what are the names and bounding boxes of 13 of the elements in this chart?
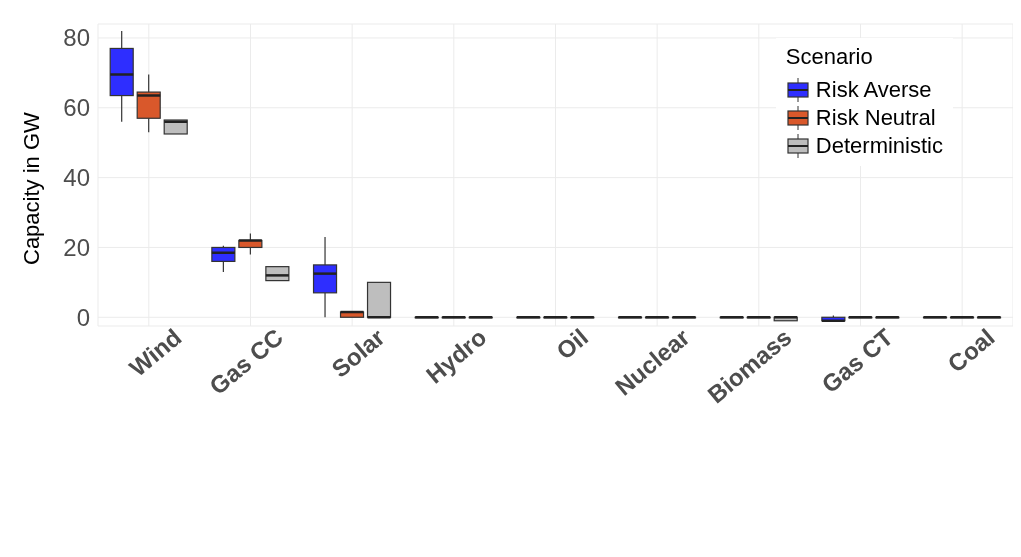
legend-title: Scenario — [785, 44, 874, 70]
y-tick-label: 60 — [63, 94, 90, 122]
y-axis-title: Capacity in GW — [18, 111, 44, 265]
y-tick-label: 20 — [63, 233, 90, 261]
y-tick-label: 40 — [63, 164, 90, 192]
legend-label: Deterministic — [815, 132, 943, 160]
legend-label: Risk Neutral — [815, 104, 936, 132]
y-tick-label: 80 — [63, 24, 90, 52]
legend-label: Risk Averse — [815, 76, 932, 104]
x-tick-label: Oil — [551, 323, 593, 365]
x-tick-label: Gas CT — [816, 323, 899, 399]
y-tick-label: 0 — [76, 303, 90, 331]
x-tick-label: Gas CC — [204, 323, 288, 400]
